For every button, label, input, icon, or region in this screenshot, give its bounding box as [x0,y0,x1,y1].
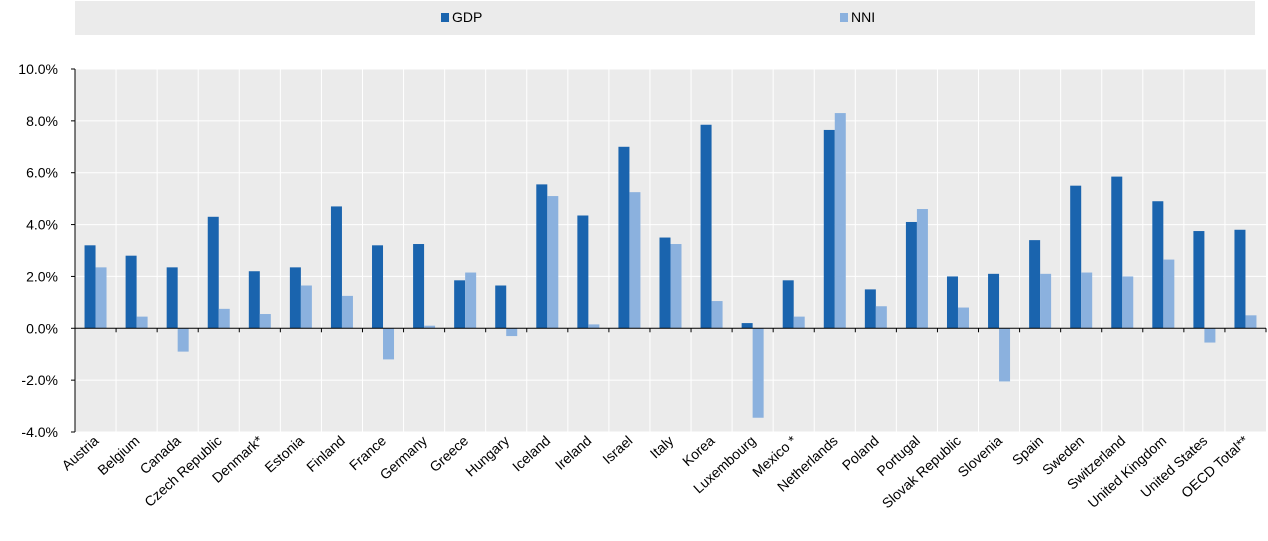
y-tick-label: 0.0% [26,320,58,336]
bar-nni [793,316,805,329]
y-tick-label: -4.0% [21,424,58,440]
x-tick-label: Spain [1009,432,1046,468]
bar-nni [1163,259,1175,329]
bar-gdp [330,206,342,329]
bar-gdp [700,124,712,329]
bar-nni [1204,328,1216,343]
bar-nni [752,328,764,418]
bar-gdp [1193,231,1205,329]
bar-nni [875,306,887,329]
bar-nni [424,325,436,329]
bar-nni [506,328,518,337]
bar-gdp [659,237,671,329]
bar-nni [834,113,846,329]
bar-gdp [823,129,835,329]
bar-gdp [84,245,96,329]
bar-nni [465,272,477,329]
legend-label-nni: NNI [851,9,875,25]
bar-gdp [166,267,178,329]
bars [84,113,1257,418]
bar-gdp [248,271,260,329]
bar-gdp [782,280,794,329]
bar-nni [588,324,600,329]
bar-gdp [454,280,466,329]
bar-gdp [618,146,630,329]
y-tick-label: 6.0% [26,165,58,181]
bar-nni [95,267,107,329]
bar-gdp [125,255,137,329]
bar-gdp [577,215,589,329]
bar-gdp [207,216,219,329]
bar-nni [999,328,1011,382]
bar-nni [1040,273,1052,329]
bar-nni [136,316,148,329]
bar-gdp [413,244,425,329]
x-tick-label: Iceland [509,432,553,474]
x-tick-label: Italy [647,432,677,461]
legend-swatch-gdp [441,13,449,22]
bar-gdp [495,285,507,329]
bar-nni [547,196,559,329]
bar-nni [916,209,928,329]
bar-gdp [988,273,1000,329]
bar-nni [1245,315,1257,329]
bar-nni [670,244,682,329]
bar-nni [629,192,641,329]
bar-gdp [289,267,301,329]
bar-gdp [372,245,384,329]
bar-gdp [1070,185,1082,329]
bar-nni [259,314,271,329]
bar-gdp [905,221,917,329]
bar-nni [218,308,230,329]
x-tick-label: Estonia [261,432,307,475]
bar-nni [341,295,353,329]
y-tick-label: 2.0% [26,268,58,284]
x-tick-label: Israel [599,432,635,467]
y-axis-tick-labels: -4.0% -2.0% 0.0% 2.0% 4.0% 6.0% 8.0% 10.0% [18,61,58,440]
bar-nni [300,285,312,329]
bar-gdp [536,184,548,329]
bar-nni [711,301,723,329]
y-tick-label: 8.0% [26,113,58,129]
bar-nni [1122,276,1134,329]
bar-nni [957,307,969,329]
x-tick-label: Belgium [94,432,142,478]
x-tick-label: Slovenia [954,432,1005,480]
bar-nni [1081,272,1093,329]
bar-gdp [946,276,958,329]
bar-gdp [864,289,876,329]
y-tick-label: 10.0% [18,61,58,77]
bar-gdp [1234,229,1246,329]
legend-label-gdp: GDP [452,9,482,25]
bar-gdp [1029,240,1041,329]
y-tick-label: 4.0% [26,217,58,233]
bar-gdp [741,323,753,329]
legend-swatch-nni [840,13,848,22]
gridlines [75,68,1266,433]
legend-background [75,1,1255,35]
bar-gdp [1111,176,1123,329]
x-tick-label: Ireland [552,432,595,473]
y-tick-label: -2.0% [21,372,58,388]
bar-nni [177,328,189,352]
bar-gdp [1152,201,1164,329]
x-tick-label: Finland [303,432,348,475]
x-tick-label: Hungary [462,432,512,479]
legend: GDP NNI [441,9,875,25]
bar-nni [383,328,395,360]
axes [71,68,1267,433]
